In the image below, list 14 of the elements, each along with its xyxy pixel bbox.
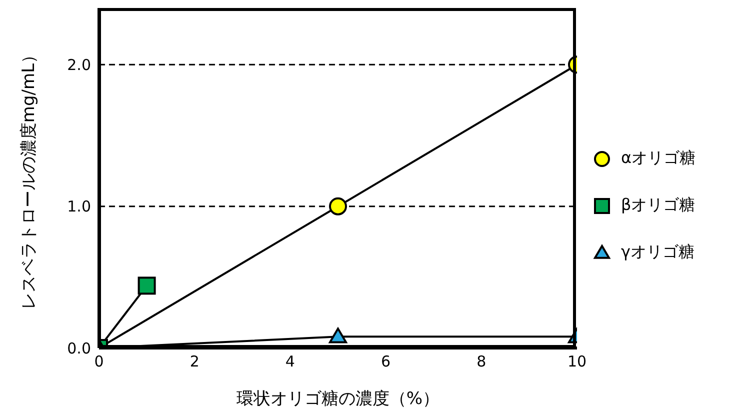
x-tick-label: 8 [476, 352, 486, 371]
x-tick-label: 2 [190, 352, 200, 371]
y-tick-label: 2.0 [67, 56, 91, 74]
legend-label: αオリゴ糖 [621, 148, 696, 169]
x-tick-label: 4 [285, 352, 295, 371]
x-tick-label: 6 [381, 352, 391, 371]
legend-label: βオリゴ糖 [621, 195, 696, 216]
legend-label: γオリゴ糖 [621, 242, 694, 263]
x-tick-label: 10 [567, 352, 587, 371]
y-axis-title: レスベラトロールの濃度mg/mL） [19, 46, 40, 310]
y-tick-label: 1.0 [67, 198, 91, 216]
y-tick-label: 0.0 [67, 339, 91, 358]
x-tick-label: 0 [94, 352, 104, 371]
x-axis-title: 環状オリゴ糖の濃度（%） [236, 389, 440, 409]
